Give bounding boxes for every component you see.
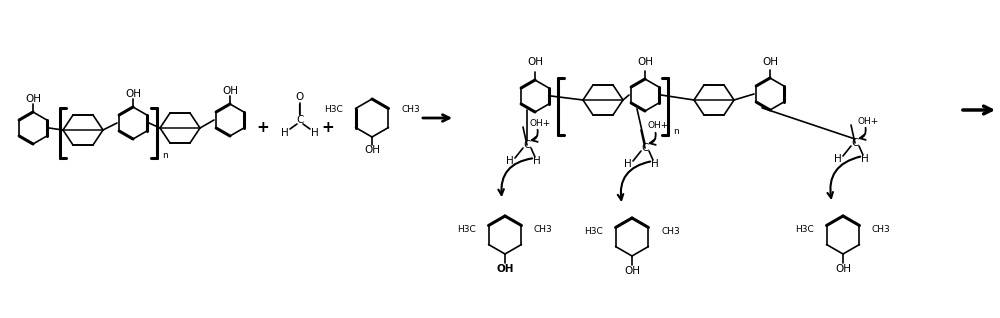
Text: OH+: OH+ — [647, 121, 668, 130]
Text: C: C — [523, 140, 531, 150]
Text: OH: OH — [496, 264, 514, 274]
Text: H: H — [834, 154, 842, 164]
Text: H3C: H3C — [324, 106, 343, 114]
Text: H: H — [311, 128, 319, 138]
Text: H3C: H3C — [457, 225, 476, 234]
Text: H: H — [624, 159, 632, 169]
Text: H3C: H3C — [795, 225, 814, 234]
Text: C: C — [641, 143, 649, 153]
Text: OH: OH — [637, 57, 653, 67]
Text: O: O — [296, 92, 304, 102]
Text: OH: OH — [527, 57, 543, 67]
Text: n: n — [162, 150, 168, 160]
Text: H: H — [651, 159, 659, 169]
Text: n: n — [673, 128, 679, 136]
Text: CH3: CH3 — [872, 225, 891, 234]
Text: CH3: CH3 — [661, 227, 680, 237]
Text: +: + — [257, 121, 269, 135]
Text: C: C — [296, 115, 304, 125]
Text: H: H — [533, 156, 541, 166]
Text: OH: OH — [624, 266, 640, 276]
Text: OH+: OH+ — [857, 116, 878, 126]
Text: OH: OH — [835, 264, 851, 274]
Text: H: H — [281, 128, 289, 138]
Text: OH: OH — [222, 86, 238, 96]
Text: H: H — [861, 154, 869, 164]
Text: OH: OH — [762, 57, 778, 67]
Text: H3C: H3C — [584, 227, 603, 237]
Text: CH3: CH3 — [534, 225, 553, 234]
Text: OH+: OH+ — [529, 119, 550, 128]
Text: OH: OH — [25, 94, 41, 104]
Text: +: + — [322, 121, 334, 135]
Text: CH3: CH3 — [401, 106, 420, 114]
Text: OH: OH — [364, 145, 380, 155]
Text: C: C — [851, 138, 859, 148]
Text: H: H — [506, 156, 514, 166]
Text: OH: OH — [125, 89, 141, 99]
